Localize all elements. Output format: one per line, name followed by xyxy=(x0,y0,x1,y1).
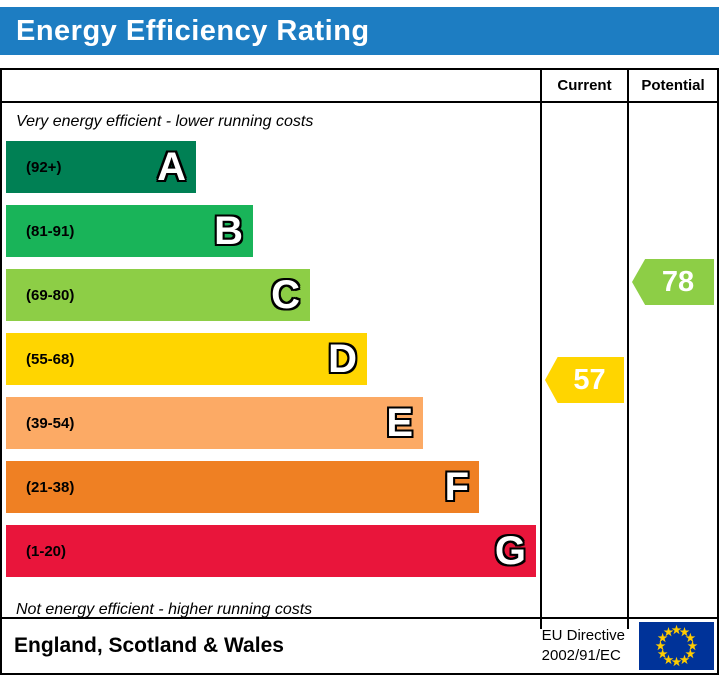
band-range-label: (21-38) xyxy=(26,478,75,496)
bands-zone: Very energy efficient - lower running co… xyxy=(2,103,540,629)
title-bar: Energy Efficiency Rating xyxy=(0,7,719,55)
current-rating-value: 57 xyxy=(573,363,606,396)
potential-rating-value: 78 xyxy=(661,265,695,298)
current-column: 57 xyxy=(540,103,627,629)
eu-directive-line1: EU Directive xyxy=(541,626,625,644)
rating-table: Current Potential Very energy efficient … xyxy=(0,68,719,629)
page-title: Energy Efficiency Rating xyxy=(16,14,370,47)
band-letter: B xyxy=(214,209,243,253)
top-note: Very energy efficient - lower running co… xyxy=(16,113,314,130)
potential-column-header: Potential xyxy=(627,70,717,101)
footer: England, Scotland & Wales EU Directive 2… xyxy=(0,619,719,675)
band-letter: A xyxy=(157,145,186,189)
band-range-label: (69-80) xyxy=(26,286,75,304)
band-row-c: (69-80) C xyxy=(6,269,310,321)
eu-directive-line2: 2002/91/EC xyxy=(541,647,621,664)
table-header-row: Current Potential xyxy=(2,70,717,103)
potential-column: 78 xyxy=(627,103,717,629)
eu-directive-label: EU Directive 2002/91/EC xyxy=(542,626,625,667)
bottom-note: Not energy efficient - higher running co… xyxy=(16,601,313,618)
eu-flag-icon xyxy=(639,622,714,670)
band-row-a: (92+) A xyxy=(6,141,196,193)
bands-header-spacer xyxy=(2,70,540,101)
band-row-e: (39-54) E xyxy=(6,397,423,449)
band-row-f: (21-38) F xyxy=(6,461,479,513)
band-row-d: (55-68) D xyxy=(6,333,367,385)
current-rating-arrow: 57 xyxy=(545,357,624,403)
band-row-g: (1-20) G xyxy=(6,525,536,577)
band-range-label: (92+) xyxy=(26,158,62,176)
band-letter: G xyxy=(494,529,526,573)
potential-rating-arrow: 78 xyxy=(632,259,714,305)
band-range-label: (55-68) xyxy=(26,350,75,368)
band-range-label: (81-91) xyxy=(26,222,75,240)
region-label: England, Scotland & Wales xyxy=(14,634,284,657)
band-letter: F xyxy=(444,465,469,509)
current-column-header: Current xyxy=(540,70,627,101)
band-row-b: (81-91) B xyxy=(6,205,253,257)
band-letter: C xyxy=(271,273,300,317)
band-range-label: (39-54) xyxy=(26,414,75,432)
band-letter: E xyxy=(386,401,413,445)
band-letter: D xyxy=(328,337,357,381)
band-range-label: (1-20) xyxy=(26,542,67,560)
table-body: Very energy efficient - lower running co… xyxy=(2,103,717,629)
